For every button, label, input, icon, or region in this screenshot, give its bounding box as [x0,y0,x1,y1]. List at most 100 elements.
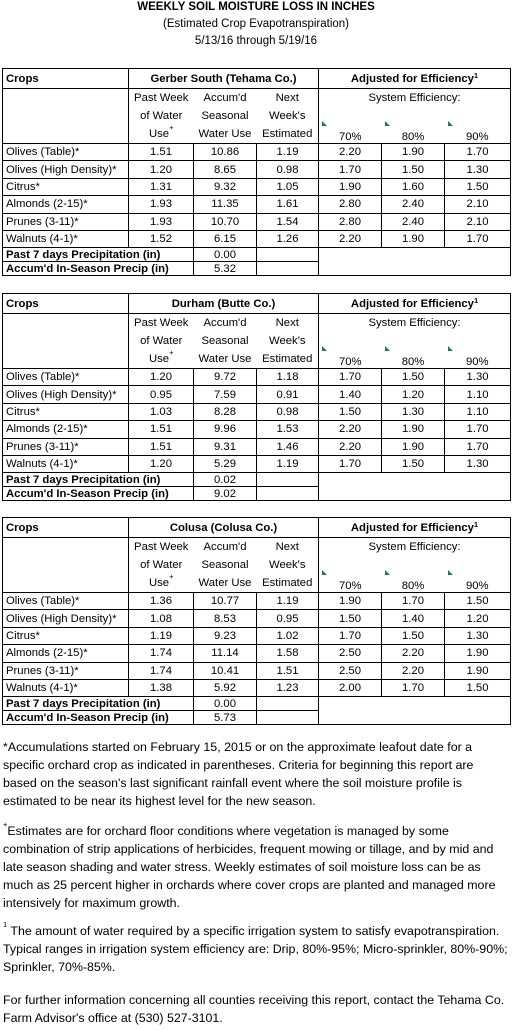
header-line: Past Week [132,538,191,556]
blank [256,486,320,501]
crops-label: Crops [2,517,129,538]
blank [2,313,129,369]
group-header-row: Crops Colusa (Colusa Co.) Adjusted for Eff… [2,517,511,538]
header-line: Water Use [197,574,254,592]
cell: 1.70 [381,678,445,698]
header-text: of Water [140,110,183,122]
crops-label: Crops [2,293,129,314]
cell: 1.52 [128,229,194,249]
data-row: Olives (High Density)* 0.95 7.59 0.91 1.40 1.… [2,385,512,404]
crop-name: Olives (Table)* [2,367,129,387]
header-line: Estimated [260,350,316,368]
data-row: Prunes (3-11)* 1.93 10.70 1.54 2.80 2.40 2.10 [2,212,511,231]
cell: 1.30 [381,402,446,422]
cell: 2.20 [318,437,383,456]
header-text: Use [149,577,170,589]
cell: 2.40 [381,212,445,231]
header-text: Accum'd [203,317,247,329]
location: Durham (Butte Co.) [128,293,320,314]
adjusted-header: Adjusted for Efficiency1 [318,293,511,314]
cell: 9.72 [193,367,257,387]
header-text: Water Use [198,577,252,589]
location: Gerber South (Tehama Co.) [128,68,319,89]
header-line: Use+ [132,124,191,143]
cell: 1.90 [381,437,446,456]
header-line: Seasonal [197,107,254,125]
cell: 6.15 [193,229,257,249]
cell: 8.28 [193,402,257,422]
cell: 1.90 [381,142,445,162]
cell: 1.74 [128,661,194,680]
footnote-marker: 1 [473,295,479,305]
efficiency-header: 80% [382,120,445,144]
cell: 1.19 [255,454,320,474]
efficiency-row: 70% 80% 90% [3,569,511,593]
cell: 1.93 [128,195,194,214]
crop-name: Olives (Table)* [2,142,129,162]
cell: 1.50 [318,402,383,422]
cell: 9.32 [193,177,257,197]
data-row: Almonds (2-15)* 1.74 11.14 1.58 2.50 2.20 1.90 [2,644,511,663]
cell: 2.80 [318,212,382,231]
cell: 2.00 [318,678,382,698]
blank [2,88,129,144]
cell: 1.50 [318,609,382,628]
title: WEEKLY SOIL MOISTURE LOSS IN INCHES [137,1,375,13]
header-line: Past Week [132,89,191,107]
date-range: 5/13/16 through 5/19/16 [194,35,318,47]
header-line: Next [260,314,316,332]
cell: 1.70 [318,160,382,179]
cell: 2.50 [318,644,382,663]
indicator [447,345,453,351]
efficiency-header: 90% [445,120,511,144]
cell: 1.70 [444,437,512,456]
header-text: Past Week [134,317,189,329]
adjusted-label: Adjusted for Efficiency [350,297,474,310]
crop-name: Walnuts (4-1)* [2,454,129,474]
header-line: Past Week [132,314,191,332]
cell: 1.18 [255,367,320,387]
cell: 0.98 [256,160,319,179]
efficiency-row: 70% 80% 90% [3,120,511,144]
cell: 1.02 [256,626,319,646]
header-line: Accum'd [197,538,254,556]
adjusted-label: Adjusted for Efficiency [350,521,474,534]
accum-value: 5.32 [193,261,257,277]
efficiency-label: 70% [338,356,362,368]
data-row: Walnuts (4-1)* 1.20 5.29 1.19 1.70 1.50 1.30 [2,454,512,474]
cell: 1.30 [444,454,512,474]
footnote: *Accumulations started on February 15, 2… [3,738,508,810]
data-row: Citrus* 1.03 8.28 0.98 1.50 1.30 1.10 [2,402,512,422]
cell: 9.31 [193,437,257,456]
cell: 1.30 [444,367,512,387]
cell: 1.70 [318,626,382,646]
data-row: Olives (Table)* 1.20 9.72 1.18 1.70 1.50 1.30 [2,367,512,387]
column-header: Past Week of Water Use+ [129,89,194,144]
crop-name: Olives (High Density)* [2,385,129,404]
header-line: of Water [132,107,191,125]
precip-value: 0.00 [193,247,257,263]
header-text: of Water [140,559,183,571]
column-header: Next Week's Estimated [256,537,319,593]
cell: 1.20 [444,609,511,628]
cell: 2.20 [318,142,382,162]
cell: 1.40 [318,385,383,404]
header-line: of Water [132,556,191,574]
moisture-table: Crops Durham (Butte Co.) Adjusted for Effi… [2,293,512,502]
footnote-marker: + [169,348,174,357]
header-line: Seasonal [197,556,254,574]
indicator [322,120,327,126]
column-header: Accum'd Seasonal Water Use [194,314,257,369]
accum-row: Accum'd In-Season Precip (in) 5.73 [2,710,511,726]
cell: 10.77 [193,591,257,611]
system-efficiency: System Efficiency: [368,317,461,329]
adjusted-label: Adjusted for Efficiency [350,72,474,85]
footnote-text: *Accumulations started on February 15, 2… [3,740,474,808]
footnote: 1 The amount of water required by a spec… [3,921,508,976]
cell: 1.90 [381,229,445,249]
blank [2,537,129,593]
header-line: Week's [260,107,316,125]
indicator [447,120,453,126]
cell: 1.70 [444,142,511,162]
crop-name: Almonds (2-15)* [2,195,129,214]
